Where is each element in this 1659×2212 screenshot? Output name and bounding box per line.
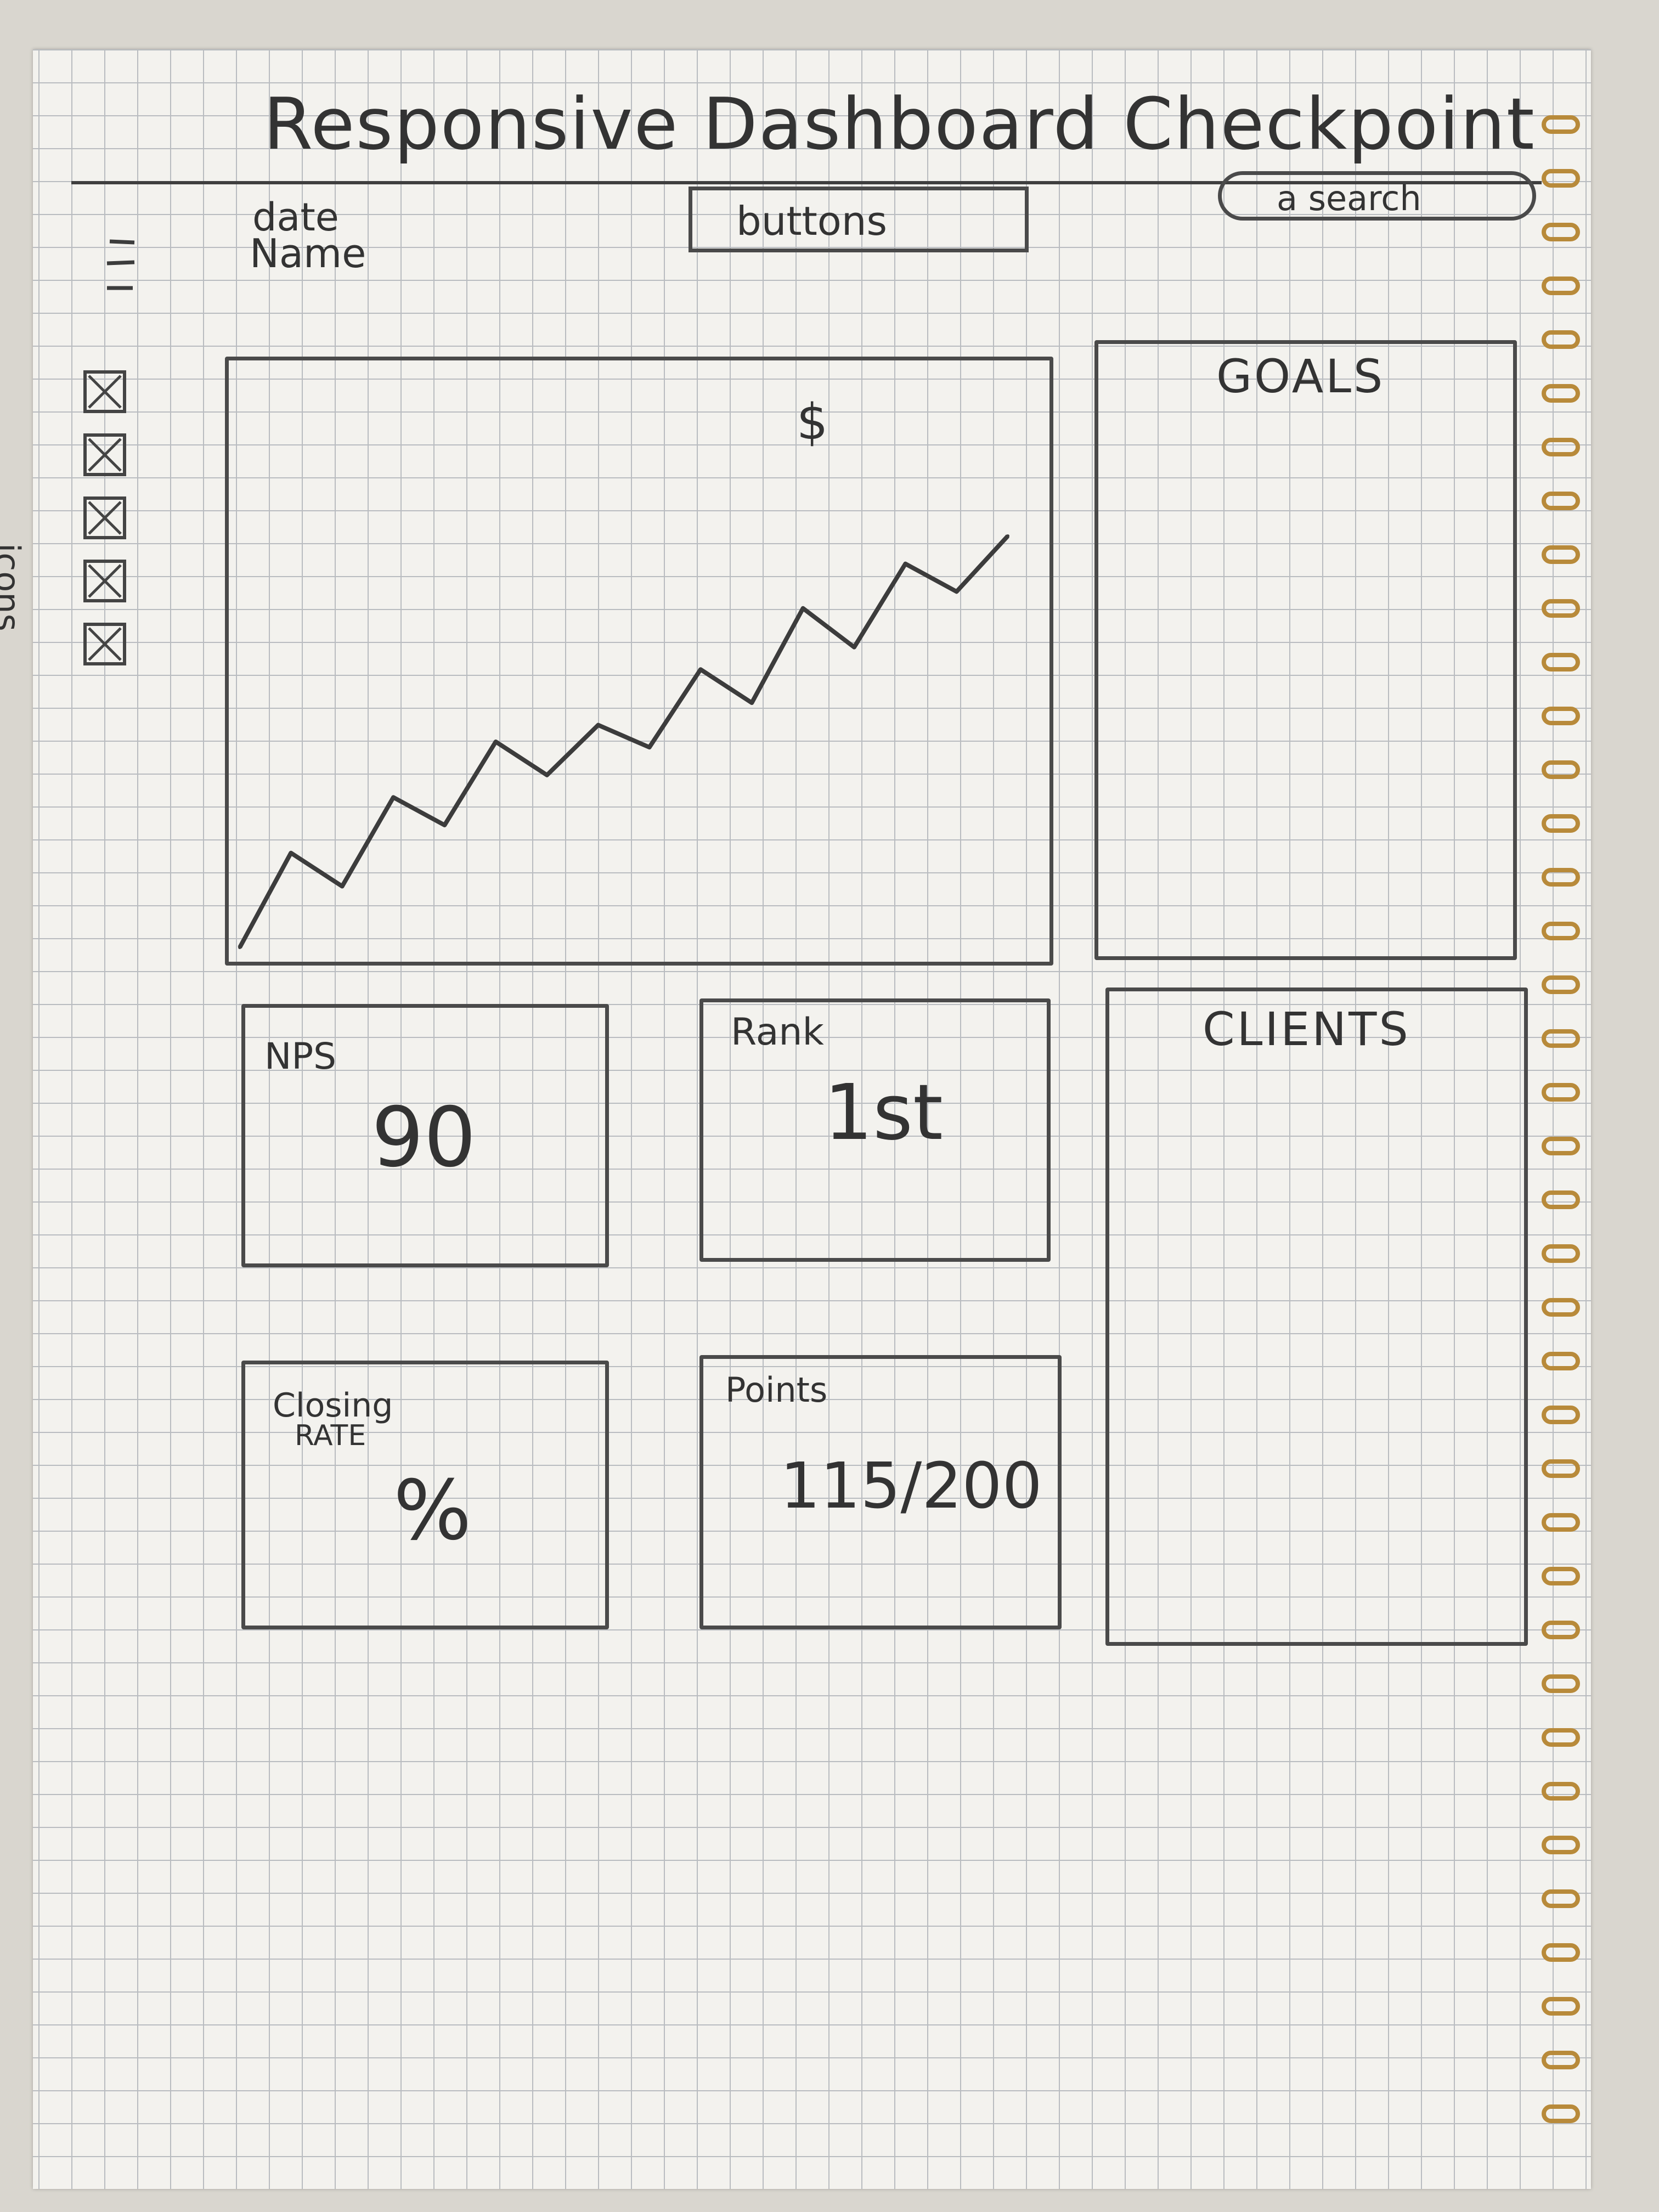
- placeholder-icon: [88, 627, 122, 661]
- goals-title: GOALS: [1216, 349, 1385, 403]
- data-point: [494, 740, 498, 743]
- spiral-coil: [1542, 1298, 1580, 1317]
- data-point: [1006, 534, 1009, 538]
- data-point: [904, 562, 907, 566]
- data-point: [596, 723, 600, 727]
- placeholder-icon: [88, 564, 122, 598]
- spiral-coil: [1542, 760, 1580, 779]
- spiral-coil: [1542, 1621, 1580, 1639]
- spiral-coil: [1542, 1029, 1580, 1048]
- spiral-coil: [1542, 1782, 1580, 1801]
- spiral-coil: [1542, 492, 1580, 510]
- closing-label-1: Closing: [273, 1386, 393, 1425]
- spiral-coil: [1542, 1997, 1580, 2016]
- spiral-coil: [1542, 1459, 1580, 1478]
- data-point: [340, 884, 344, 888]
- placeholder-icon: [88, 501, 122, 535]
- chart-panel: $: [225, 357, 1053, 966]
- search-input[interactable]: a search: [1218, 171, 1536, 221]
- nps-card: NPS 90: [241, 1004, 609, 1267]
- closing-label-2: RATE: [295, 1419, 366, 1452]
- points-value: 115/200: [780, 1449, 1042, 1523]
- data-point: [801, 606, 805, 610]
- spiral-coil: [1542, 330, 1580, 349]
- search-placeholder: a search: [1277, 178, 1421, 218]
- spiral-coil: [1542, 1083, 1580, 1102]
- page-title: Responsive Dashboard Checkpoint: [263, 82, 1536, 166]
- spiral-coil: [1542, 115, 1580, 134]
- clients-title: CLIENTS: [1203, 1002, 1410, 1056]
- spiral-coil: [1542, 975, 1580, 994]
- sidebar-icon-4[interactable]: [83, 560, 126, 602]
- spiral-coil: [1542, 1513, 1580, 1532]
- rank-card: Rank 1st: [699, 998, 1051, 1262]
- spiral-coil: [1542, 1244, 1580, 1263]
- spiral-binding: [1531, 115, 1591, 2200]
- header-name: Name: [250, 230, 366, 276]
- sidebar-label: icons: [0, 543, 27, 631]
- data-point: [853, 645, 856, 649]
- title-underline: [71, 181, 1542, 184]
- data-point: [955, 590, 958, 594]
- hamburger-icon: [106, 239, 135, 290]
- spiral-coil: [1542, 384, 1580, 403]
- spiral-coil: [1542, 707, 1580, 725]
- data-point: [750, 701, 754, 705]
- spiral-coil: [1542, 1137, 1580, 1155]
- header-date: date: [252, 195, 339, 240]
- data-point: [647, 746, 651, 749]
- nps-label: NPS: [264, 1035, 337, 1077]
- spiral-coil: [1542, 169, 1580, 188]
- sidebar-icon-3[interactable]: [83, 496, 126, 539]
- rank-label: Rank: [731, 1011, 824, 1054]
- placeholder-icon: [88, 438, 122, 472]
- data-point: [699, 668, 702, 672]
- sidebar-icon-5[interactable]: [83, 623, 126, 665]
- spiral-coil: [1542, 1674, 1580, 1693]
- clients-panel: CLIENTS: [1105, 988, 1528, 1646]
- spiral-coil: [1542, 1190, 1580, 1209]
- closing-rate-card: Closing RATE %: [241, 1361, 609, 1629]
- line-chart: [238, 534, 1009, 949]
- spiral-coil: [1542, 599, 1580, 618]
- buttons-group[interactable]: buttons: [689, 187, 1029, 252]
- chart-title: $: [797, 393, 828, 451]
- points-card: Points 115/200: [699, 1355, 1062, 1629]
- spiral-coil: [1542, 276, 1580, 295]
- buttons-label: buttons: [736, 198, 887, 244]
- placeholder-icon: [88, 375, 122, 409]
- data-point: [392, 795, 395, 799]
- spiral-coil: [1542, 1567, 1580, 1585]
- data-point: [443, 823, 447, 827]
- menu-button[interactable]: [99, 236, 148, 296]
- spiral-coil: [1542, 653, 1580, 672]
- spiral-coil: [1542, 1728, 1580, 1747]
- rank-value: 1st: [824, 1068, 943, 1158]
- spiral-coil: [1542, 1352, 1580, 1370]
- notebook-page: Responsive Dashboard Checkpoint date Nam…: [0, 49, 1591, 2189]
- sidebar-icon-1[interactable]: [83, 370, 126, 413]
- spiral-coil: [1542, 922, 1580, 940]
- data-point: [289, 851, 293, 855]
- spiral-coil: [1542, 2051, 1580, 2069]
- spiral-coil: [1542, 1406, 1580, 1424]
- sidebar-icon-2[interactable]: [83, 433, 126, 476]
- spiral-coil: [1542, 438, 1580, 456]
- spiral-coil: [1542, 223, 1580, 241]
- spiral-coil: [1542, 545, 1580, 564]
- spiral-coil: [1542, 1943, 1580, 1962]
- closing-value: %: [393, 1463, 472, 1559]
- spiral-coil: [1542, 1836, 1580, 1854]
- series-line: [238, 534, 1009, 949]
- data-point: [238, 946, 241, 949]
- spiral-coil: [1542, 1889, 1580, 1908]
- spiral-coil: [1542, 868, 1580, 887]
- spiral-coil: [1542, 814, 1580, 833]
- goals-panel: GOALS: [1094, 340, 1517, 960]
- nps-value: 90: [371, 1090, 476, 1186]
- points-label: Points: [725, 1370, 828, 1410]
- spiral-coil: [1542, 2104, 1580, 2123]
- data-point: [545, 773, 549, 777]
